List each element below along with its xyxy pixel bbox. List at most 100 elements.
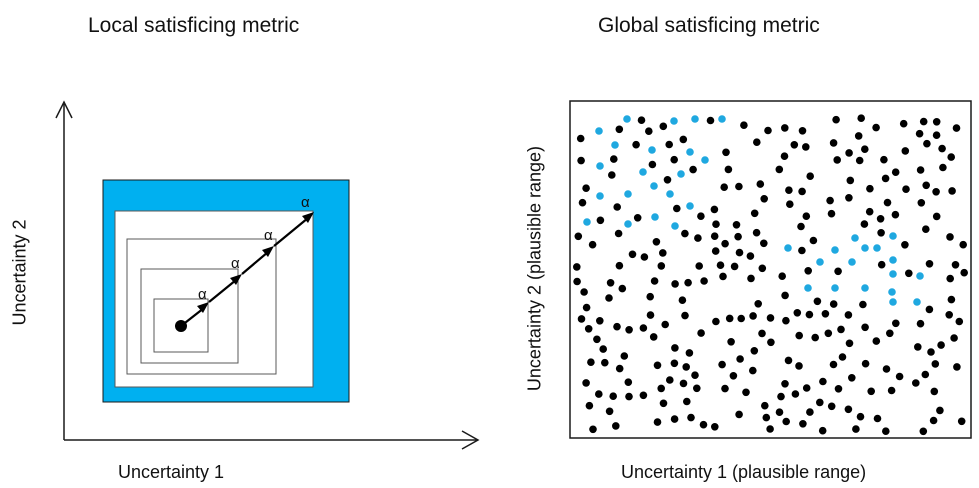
scenario-point xyxy=(799,420,807,428)
scenario-point xyxy=(960,268,968,277)
scenario-point xyxy=(736,355,744,363)
satisfied-scenario-point xyxy=(583,218,591,226)
satisfied-scenario-point xyxy=(596,192,604,200)
scenario-point xyxy=(784,356,793,365)
scenario-point xyxy=(580,288,588,296)
scenario-point xyxy=(925,305,934,314)
scenario-point xyxy=(764,126,772,135)
satisfied-scenario-point xyxy=(861,284,869,292)
satisfied-scenario-point xyxy=(648,146,656,154)
scenario-point xyxy=(614,229,623,238)
scenario-point xyxy=(720,183,728,191)
scenario-point xyxy=(804,267,812,275)
scenario-point xyxy=(620,352,629,360)
scenario-point xyxy=(681,229,689,238)
satisfied-scenario-point xyxy=(718,115,726,123)
scenario-point xyxy=(758,329,766,338)
scenario-point xyxy=(673,204,681,213)
scenario-point xyxy=(694,234,702,242)
scenario-point xyxy=(802,212,811,220)
scenario-point xyxy=(845,194,853,202)
scenario-point xyxy=(883,198,892,207)
scenario-point xyxy=(588,240,597,249)
scenario-point xyxy=(650,277,659,285)
scenario-point xyxy=(648,160,657,169)
left-panel-title: Local satisficing metric xyxy=(88,14,300,37)
scenario-point xyxy=(678,296,687,305)
scenario-point xyxy=(795,331,803,340)
satisfied-scenario-point xyxy=(848,258,856,266)
scenario-point xyxy=(826,196,834,205)
scenario-point xyxy=(576,134,585,143)
scenario-point xyxy=(882,427,890,436)
scenario-point xyxy=(587,358,595,367)
satisfied-scenario-point xyxy=(888,288,896,296)
scenario-point xyxy=(866,184,874,193)
scenario-point xyxy=(947,153,955,161)
scenario-point xyxy=(712,220,720,228)
scenario-point xyxy=(683,397,691,406)
scenario-point xyxy=(895,372,904,381)
scenario-point xyxy=(646,311,655,319)
scenario-point xyxy=(577,315,586,323)
scenario-point xyxy=(899,119,908,128)
scenario-point xyxy=(901,147,910,155)
left-x-axis-label: Uncertainty 1 xyxy=(118,462,225,482)
scenario-point xyxy=(711,423,719,431)
scenario-point xyxy=(735,182,743,191)
scenario-point xyxy=(834,385,843,393)
scenario-point xyxy=(809,236,818,245)
scenario-point xyxy=(606,279,615,287)
satisfied-scenario-point xyxy=(624,220,632,228)
scenario-point xyxy=(659,249,667,257)
scenario-point xyxy=(865,207,874,216)
scenario-point xyxy=(877,229,885,237)
scenario-point xyxy=(959,240,967,249)
scenario-point xyxy=(880,155,888,164)
scenario-point xyxy=(881,174,890,183)
scenario-point xyxy=(722,148,730,157)
scenario-point xyxy=(948,187,956,195)
scenario-point xyxy=(750,347,759,355)
scenario-point xyxy=(886,329,894,338)
scenario-point xyxy=(946,233,954,241)
step-label-2: α xyxy=(231,255,240,272)
scenario-point xyxy=(666,376,674,384)
scenario-point xyxy=(882,365,891,373)
scenario-point xyxy=(615,261,624,270)
scenario-point xyxy=(852,425,860,433)
scenario-point xyxy=(845,339,854,348)
scenario-point xyxy=(646,292,654,301)
scenario-point xyxy=(855,156,864,165)
scenario-point xyxy=(797,222,805,231)
satisfied-scenario-point xyxy=(623,115,631,123)
step-label-3: α xyxy=(264,227,273,244)
scenario-point xyxy=(652,238,661,246)
scenario-point xyxy=(891,210,900,219)
step-arrowhead-2 xyxy=(230,274,242,285)
scenario-point xyxy=(919,427,928,436)
scenario-point xyxy=(791,390,800,398)
scenario-point xyxy=(802,143,810,151)
scenario-point xyxy=(872,123,880,132)
scenario-point xyxy=(921,370,930,379)
scenario-point xyxy=(914,343,922,351)
scenario-point xyxy=(730,262,739,271)
scenario-point xyxy=(795,362,803,370)
scenario-point xyxy=(861,323,869,332)
satisfied-scenario-point xyxy=(889,232,897,240)
scenario-point xyxy=(782,417,790,426)
plausible-range-box xyxy=(569,100,972,439)
scenario-point xyxy=(844,311,853,319)
scenario-point xyxy=(639,324,648,332)
scenario-point xyxy=(929,416,938,425)
scenario-point xyxy=(785,186,793,194)
scenario-point xyxy=(679,379,688,388)
scenario-point xyxy=(838,353,847,361)
scenario-point xyxy=(682,363,690,371)
scenario-point xyxy=(901,241,909,249)
scenario-point xyxy=(932,118,941,126)
step-segment-3 xyxy=(241,251,269,275)
scenario-point xyxy=(585,401,594,410)
scenario-point xyxy=(793,309,802,317)
